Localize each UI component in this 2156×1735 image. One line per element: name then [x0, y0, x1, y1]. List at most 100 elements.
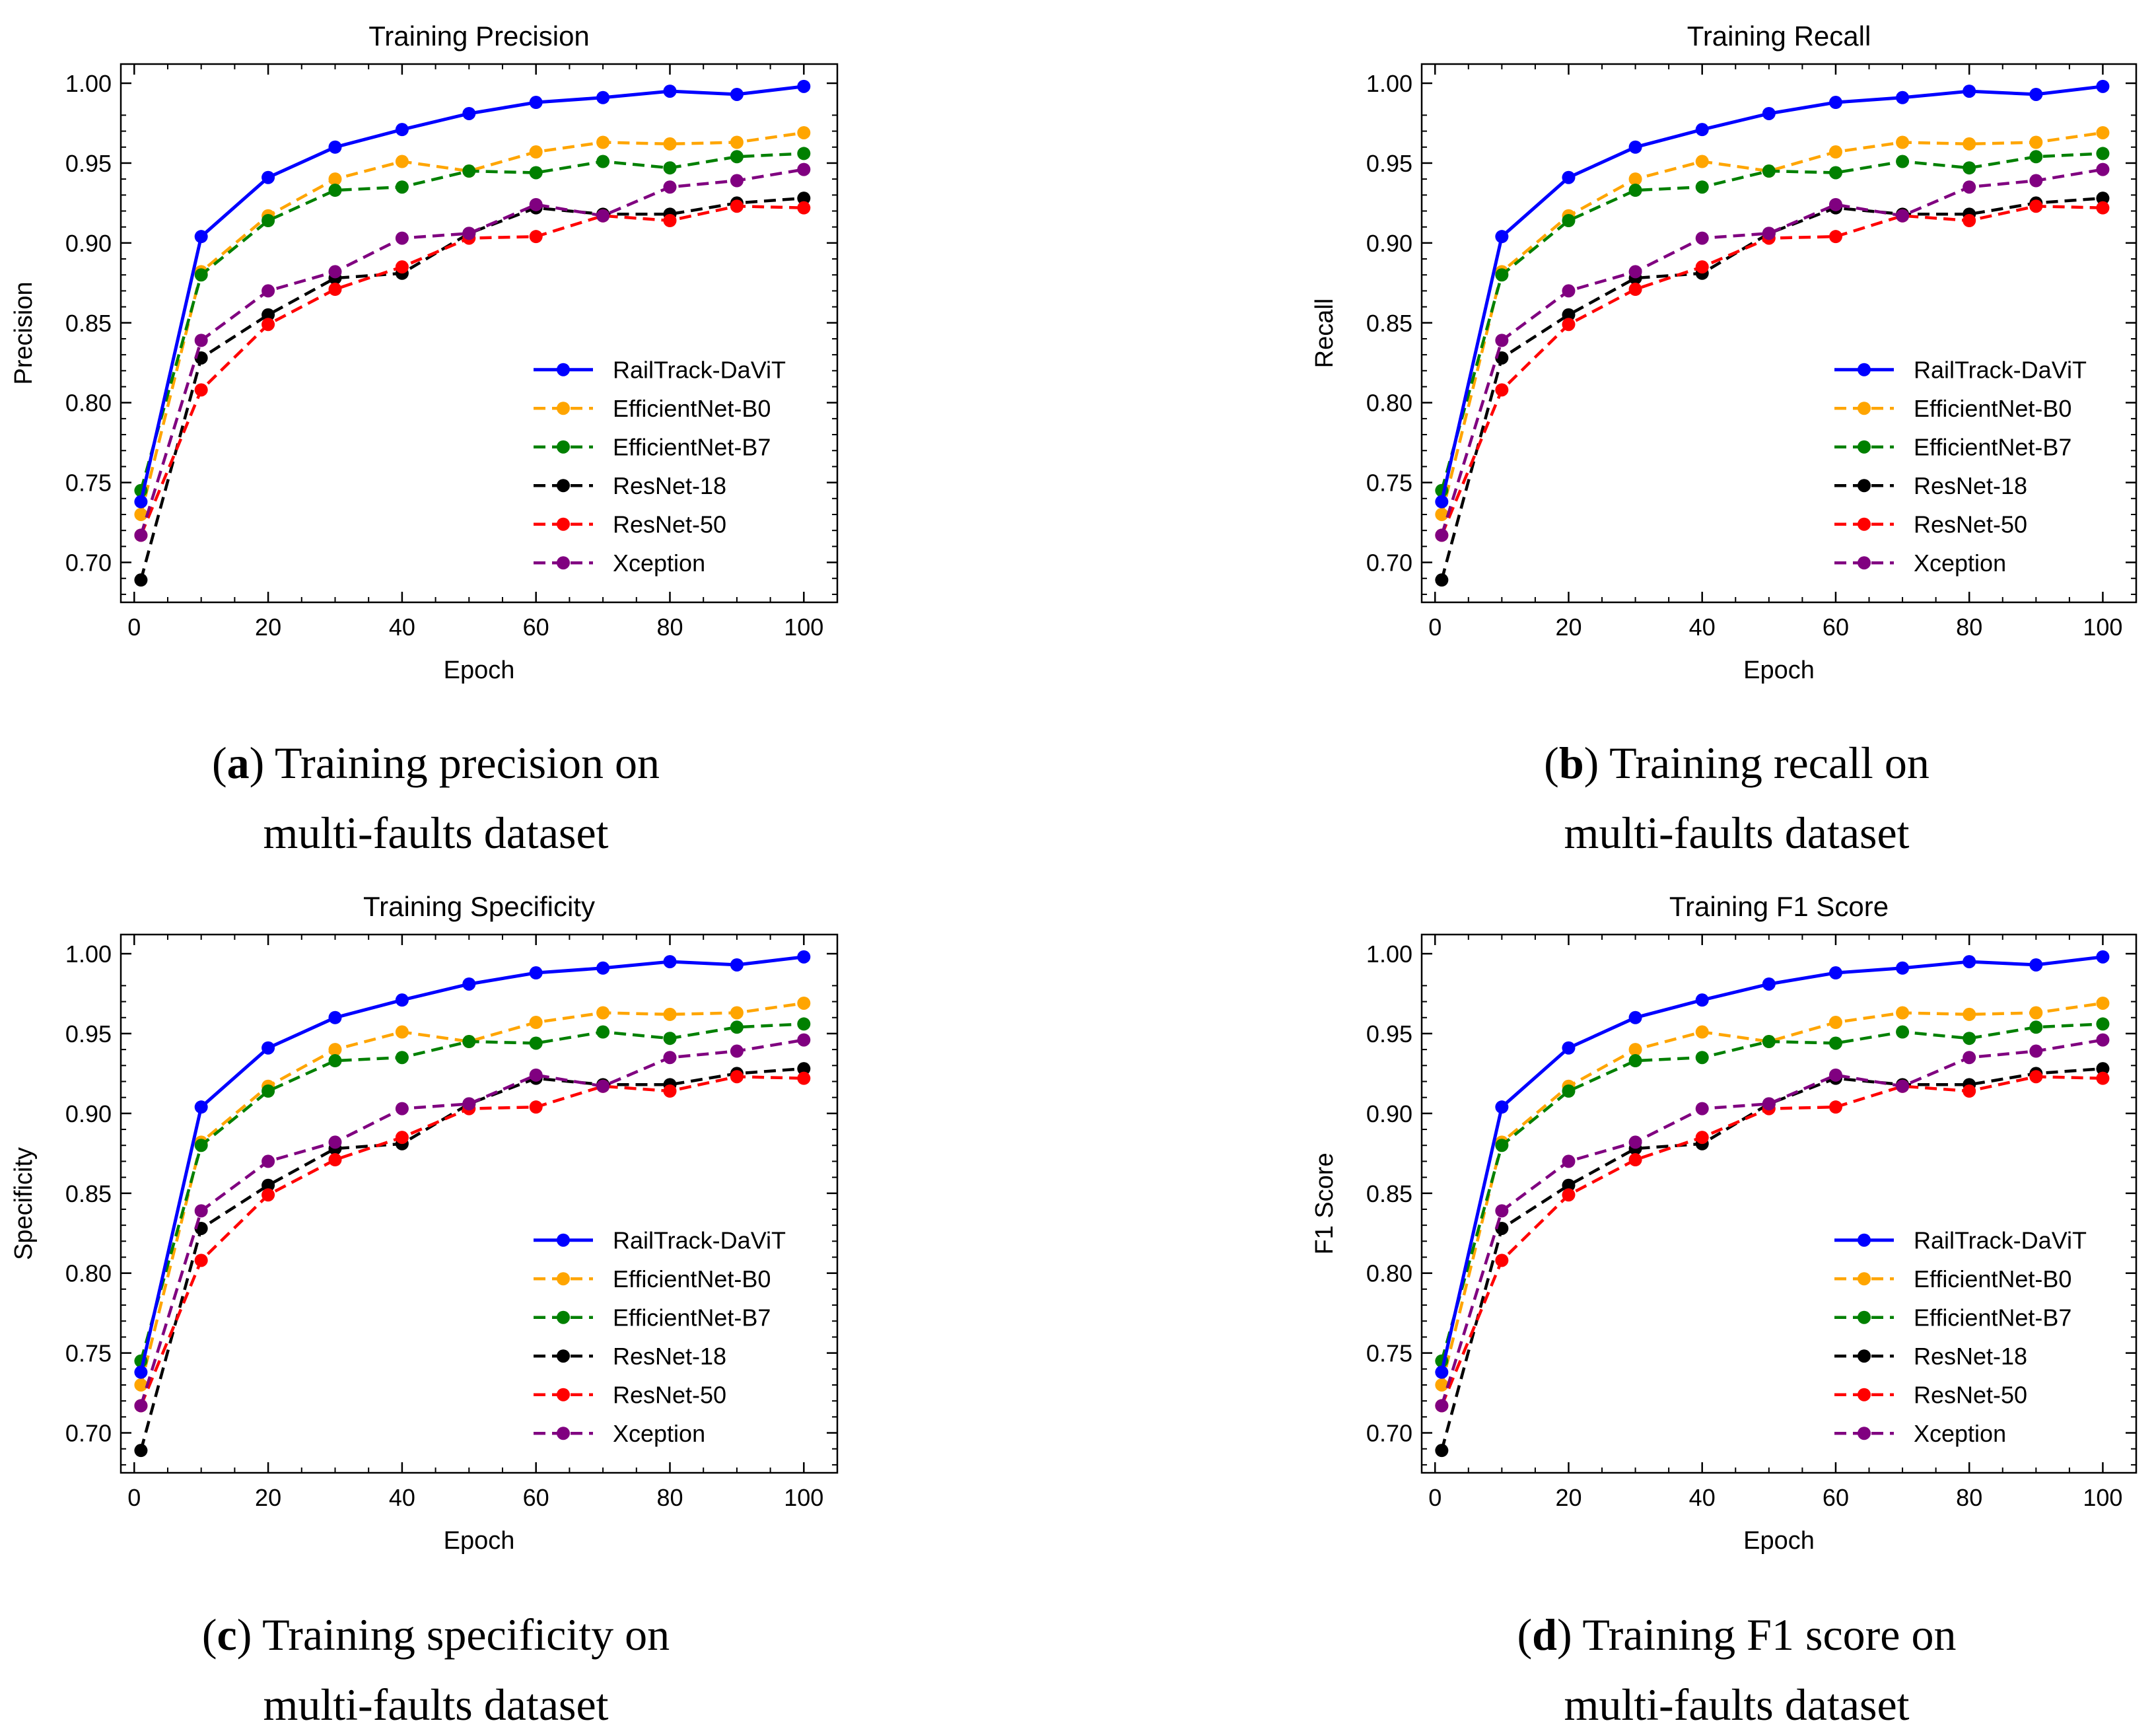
data-point-RailTrack-DaViT: [261, 170, 275, 184]
y-tick-label: 0.75: [1366, 1340, 1412, 1367]
legend-label: Xception: [613, 549, 705, 577]
data-point-EfficientNet-B7: [2029, 1020, 2043, 1034]
data-point-Xception: [1562, 284, 1576, 298]
data-point-RailTrack-DaViT: [1828, 966, 1842, 980]
chart-title: Training Specificity: [363, 891, 595, 922]
x-tick-label: 0: [127, 1484, 141, 1511]
y-tick-label: 0.80: [65, 390, 112, 417]
legend-marker-EfficientNet-B0: [1858, 1272, 1871, 1286]
legend-label: Xception: [1914, 549, 2006, 577]
data-point-EfficientNet-B0: [1695, 155, 1709, 168]
data-point-Xception: [2029, 174, 2043, 188]
series-line-ResNet-18: [1440, 196, 2103, 581]
data-point-Xception: [462, 1097, 476, 1111]
series-line-ResNet-18: [1440, 1067, 2103, 1451]
data-point-Xception: [194, 334, 208, 347]
data-point-Xception: [1828, 197, 1842, 211]
x-tick-label: 60: [1823, 614, 1849, 641]
y-axis-label: Recall: [1311, 299, 1339, 369]
x-tick-label: 100: [2083, 1484, 2122, 1511]
data-point-EfficientNet-B0: [2096, 125, 2110, 139]
x-tick-label: 60: [523, 614, 549, 641]
data-point-ResNet-18: [261, 1178, 275, 1192]
legend-marker-EfficientNet-B0: [557, 1272, 570, 1286]
data-point-ResNet-50: [1963, 214, 1976, 228]
data-point-RailTrack-DaViT: [663, 85, 677, 98]
data-point-EfficientNet-B0: [134, 1378, 148, 1392]
data-point-RailTrack-DaViT: [1695, 123, 1709, 137]
figure-caption-line1: (c) Training specificity on: [202, 1610, 670, 1660]
x-tick-label: 20: [255, 1484, 281, 1511]
data-point-RailTrack-DaViT: [2029, 958, 2043, 972]
legend-marker-ResNet-50: [557, 517, 570, 531]
data-point-EfficientNet-B7: [1495, 268, 1509, 282]
data-point-RailTrack-DaViT: [1762, 977, 1776, 991]
data-point-EfficientNet-B0: [797, 996, 811, 1010]
y-tick-label: 0.85: [1366, 1180, 1412, 1207]
data-point-EfficientNet-B7: [1495, 1139, 1509, 1152]
series-line-Xception: [139, 1038, 804, 1407]
data-point-ResNet-18: [2096, 1062, 2110, 1076]
data-point-Xception: [663, 180, 677, 194]
data-point-ResNet-50: [261, 1188, 275, 1202]
x-axis-label: Epoch: [1743, 1527, 1815, 1555]
data-point-EfficientNet-B0: [1628, 1043, 1642, 1057]
data-point-ResNet-50: [529, 1100, 543, 1114]
data-point-EfficientNet-B7: [261, 1084, 275, 1098]
data-point-Xception: [328, 265, 342, 279]
legend-label: ResNet-18: [613, 1343, 726, 1370]
legend-marker-ResNet-50: [1858, 1388, 1871, 1401]
y-tick-label: 0.75: [65, 470, 112, 497]
caption-paren-open: (: [212, 738, 227, 788]
chart-title: Training Precision: [368, 20, 590, 52]
x-tick-label: 80: [656, 1484, 683, 1511]
chart-title: Training F1 Score: [1669, 891, 1889, 922]
data-point-ResNet-50: [1828, 230, 1842, 244]
data-point-Xception: [395, 1102, 409, 1115]
x-tick-label: 80: [1956, 1484, 1982, 1511]
data-point-Xception: [134, 1399, 148, 1413]
data-point-EfficientNet-B0: [2029, 1006, 2043, 1020]
data-point-ResNet-50: [2096, 201, 2110, 215]
data-point-Xception: [797, 162, 811, 176]
legend-label: ResNet-50: [613, 1382, 726, 1409]
data-point-Xception: [1762, 227, 1776, 240]
data-point-RailTrack-DaViT: [797, 950, 811, 964]
data-point-ResNet-50: [395, 1131, 409, 1145]
data-point-EfficientNet-B0: [529, 1016, 543, 1030]
legend-marker-RailTrack-DaViT: [1858, 1233, 1871, 1247]
caption-paren-open: (: [1517, 1610, 1533, 1660]
series-line-ResNet-18: [139, 196, 804, 581]
x-tick-label: 0: [1428, 1484, 1442, 1511]
data-point-EfficientNet-B7: [1762, 164, 1776, 178]
data-point-EfficientNet-B7: [596, 155, 610, 168]
legend-marker-ResNet-18: [1858, 479, 1871, 493]
y-tick-label: 0.70: [1366, 549, 1412, 577]
data-point-RailTrack-DaViT: [462, 106, 476, 120]
data-point-Xception: [1562, 1154, 1576, 1168]
data-point-Xception: [1495, 334, 1509, 347]
x-tick-label: 100: [784, 1484, 823, 1511]
data-point-Xception: [462, 227, 476, 240]
y-axis-label: Specificity: [10, 1147, 38, 1260]
data-point-EfficientNet-B0: [328, 1043, 342, 1057]
caption-letter: a: [227, 738, 250, 788]
legend-marker-RailTrack-DaViT: [557, 1233, 570, 1247]
legend-marker-EfficientNet-B7: [1858, 440, 1871, 454]
legend-marker-ResNet-18: [557, 479, 570, 493]
data-point-EfficientNet-B7: [1828, 166, 1842, 180]
data-point-ResNet-50: [1828, 1100, 1842, 1114]
series-line-ResNet-18: [139, 1067, 804, 1451]
y-tick-label: 0.95: [65, 150, 112, 177]
data-point-Xception: [261, 284, 275, 298]
x-axis-label: Epoch: [1743, 656, 1815, 684]
legend-label: RailTrack-DaViT: [613, 357, 786, 384]
x-tick-label: 60: [523, 1484, 549, 1511]
y-tick-label: 1.00: [65, 70, 112, 97]
data-point-RailTrack-DaViT: [730, 958, 744, 972]
data-point-EfficientNet-B0: [596, 1006, 610, 1020]
legend-marker-EfficientNet-B7: [557, 440, 570, 454]
data-point-EfficientNet-B7: [1695, 1051, 1709, 1065]
data-point-Xception: [529, 197, 543, 211]
